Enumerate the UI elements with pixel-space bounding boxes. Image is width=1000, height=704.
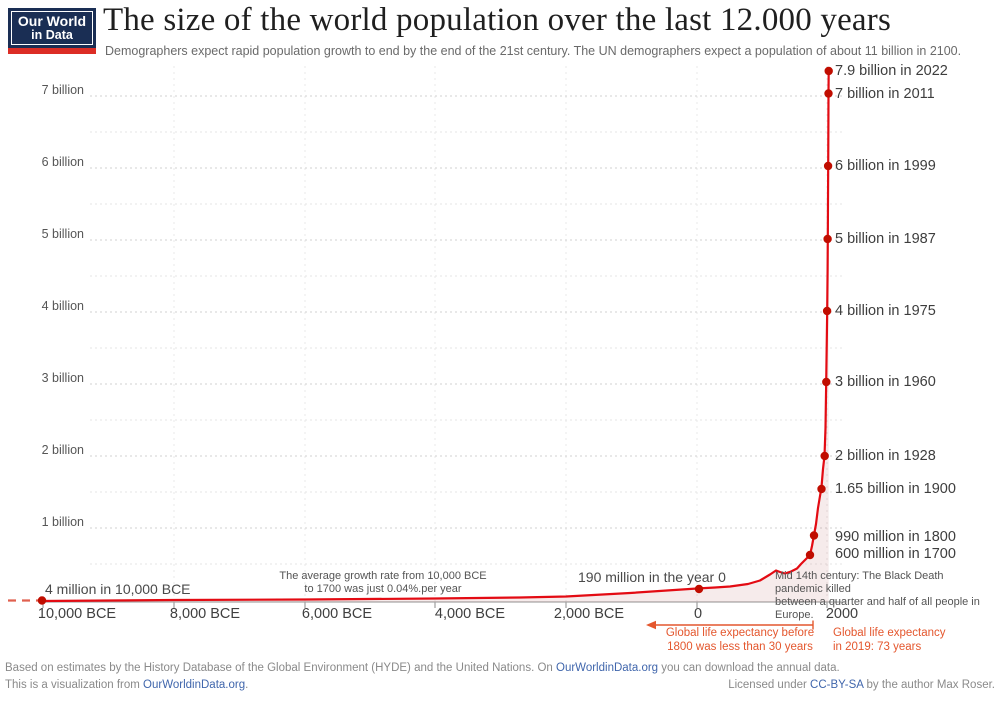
footer-visualization-pre: This is a visualization from [5, 679, 144, 691]
life-expectancy-past-line1: Global life expectancy before [665, 627, 815, 639]
owid-logo-box: Our World in Data [8, 8, 96, 48]
y-tick-label-6b: 6 billion [41, 155, 84, 169]
black-death-annotation: Mid 14th century: The Black Death pandem… [775, 570, 993, 622]
milestone-label-2022: 7.9 billion in 2022 [835, 63, 948, 79]
life-expectancy-past-annotation: Global life expectancy before 1800 was l… [660, 627, 820, 654]
x-axis [38, 601, 845, 608]
footer-source-line: Based on estimates by the History Databa… [5, 662, 840, 674]
owid-logo-line1: Our World [17, 13, 87, 30]
half-billion-gridlines [90, 131, 845, 565]
life-expectancy-arrow [646, 620, 814, 630]
billion-gridlines [90, 95, 845, 529]
footer-license-pre: Licensed under [728, 679, 811, 691]
milestone-label-2011: 7 billion in 2011 [835, 86, 935, 102]
y-tick-label-3b: 3 billion [41, 371, 84, 385]
page-subtitle: Demographers expect rapid population gro… [105, 44, 962, 58]
y-tick-label-2b: 2 billion [41, 443, 84, 457]
milestone-label-1800: 990 million in 1800 [835, 529, 956, 545]
owid-logo-text: Our World in Data [11, 11, 93, 45]
milestone-label-1900: 1.65 billion in 1900 [835, 481, 956, 497]
black-death-line1: Mid 14th century: The Black Death pandem… [775, 570, 944, 595]
page-title: The size of the world population over th… [103, 2, 892, 38]
footer-license-post: by the author Max Roser. [863, 679, 996, 691]
milestone-label-1960: 3 billion in 1960 [835, 374, 936, 390]
footer-source-link[interactable]: OurWorldinData.org [556, 662, 659, 674]
growth-rate-annotation: The average growth rate from 10,000 BCE … [270, 570, 496, 596]
x-tick-label-6000bce: 6,000 BCE [301, 606, 373, 622]
milestone-label-1928: 2 billion in 1928 [835, 448, 936, 464]
milestone-dots [37, 66, 833, 605]
growth-rate-line2: to 1700 was just 0.04%.per year [304, 583, 462, 595]
x-tick-label-2000bce: 2,000 BCE [553, 606, 625, 622]
y-tick-label-1b: 1 billion [41, 515, 84, 529]
owid-logo-line2: in Data [31, 27, 73, 42]
owid-logo-red-bar [8, 48, 96, 54]
life-expectancy-now-annotation: Global life expectancy in 2019: 73 years [833, 627, 983, 654]
x-tick-label-4000bce: 4,000 BCE [434, 606, 506, 622]
owid-logo: Our World in Data [8, 8, 96, 54]
x-tick-label-2000ce: 2000 [825, 606, 859, 622]
year-zero-point-label: 190 million in the year 0 [578, 569, 726, 585]
black-death-line2: between a quarter and half of all people… [775, 596, 980, 621]
footer-license-link[interactable]: CC-BY-SA [810, 679, 864, 691]
milestone-label-1987: 5 billion in 1987 [835, 231, 936, 247]
footer-visualization-post: . [245, 679, 249, 691]
life-expectancy-now-line1: Global life expectancy [833, 627, 946, 639]
footer-visualization-line: This is a visualization from OurWorldinD… [5, 679, 248, 691]
life-expectancy-now-line2: in 2019: 73 years [833, 640, 922, 653]
footer-visualization-link[interactable]: OurWorldinData.org [143, 679, 246, 691]
start-point-label: 4 million in 10,000 BCE [45, 581, 191, 597]
life-expectancy-past-line2: 1800 was less than 30 years [667, 640, 813, 653]
footer-source-pre: Based on estimates by the History Databa… [5, 662, 557, 674]
vertical-gridlines [173, 66, 828, 602]
growth-rate-line1: The average growth rate from 10,000 BCE [279, 570, 487, 582]
y-tick-label-5b: 5 billion [41, 227, 84, 241]
footer-source-post: you can download the annual data. [658, 662, 840, 674]
x-tick-label-year0: 0 [693, 606, 703, 622]
x-tick-label-8000bce: 8,000 BCE [169, 606, 241, 622]
y-tick-label-7b: 7 billion [41, 83, 84, 97]
milestone-label-1999: 6 billion in 1999 [835, 158, 936, 174]
milestone-label-1700: 600 million in 1700 [835, 546, 956, 562]
footer-license-line: Licensed under CC-BY-SA by the author Ma… [728, 679, 995, 691]
x-tick-label-10000bce: 10,000 BCE [37, 606, 117, 622]
y-tick-label-4b: 4 billion [41, 299, 84, 313]
milestone-label-1975: 4 billion in 1975 [835, 303, 936, 319]
